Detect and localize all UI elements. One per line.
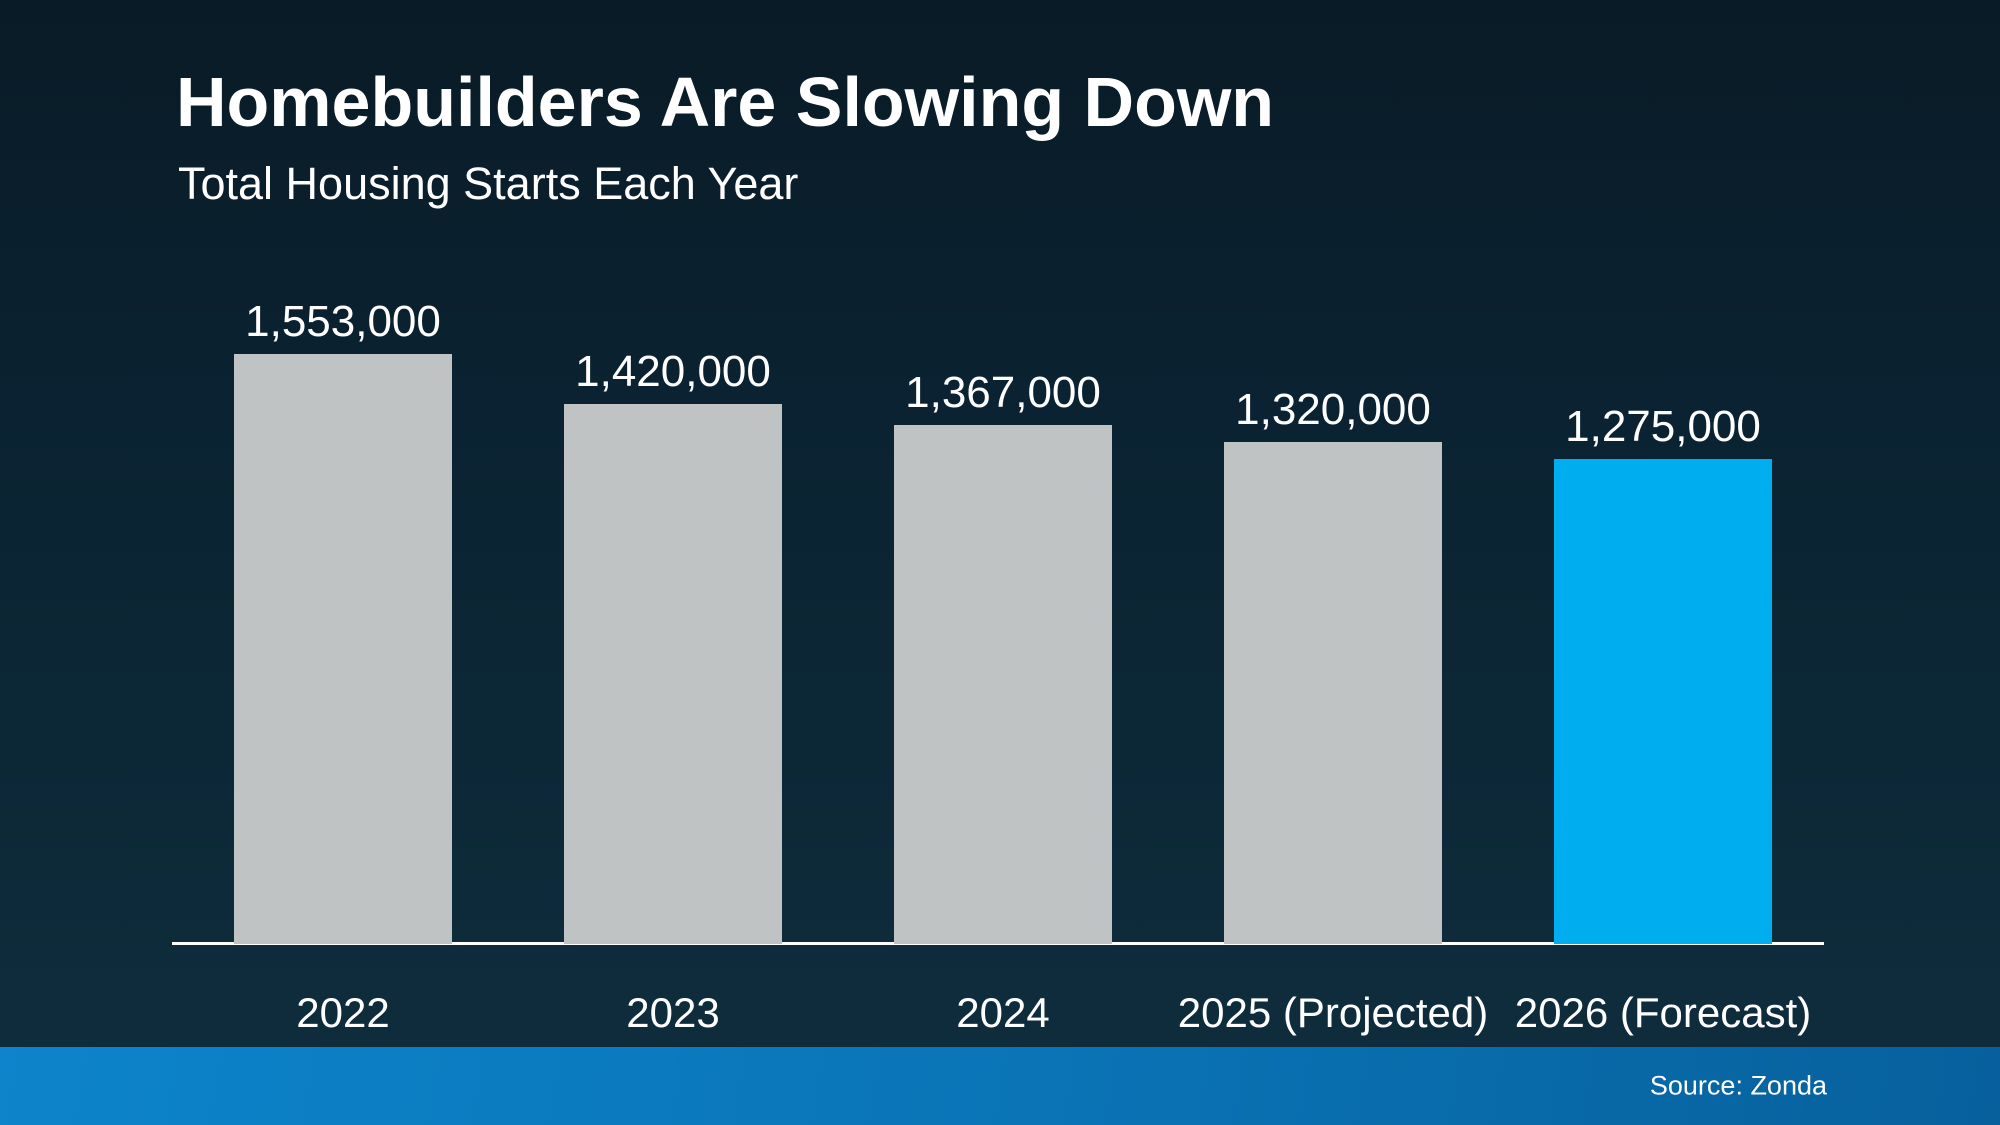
category-label-2022: 2022	[296, 989, 390, 1036]
value-label-2023: 1,420,000	[575, 347, 771, 396]
value-label-2026: 1,275,000	[1565, 402, 1761, 451]
bar-2026	[1554, 459, 1772, 944]
bar-2025	[1224, 442, 1442, 944]
footer-bar: Source: Zonda	[0, 1047, 2000, 1125]
category-label-2024: 2024	[956, 989, 1050, 1036]
bar-2023	[564, 404, 782, 944]
page-title: Homebuilders Are Slowing Down	[176, 63, 1275, 141]
category-label-2026: 2026 (Forecast)	[1514, 989, 1812, 1036]
bar-2022	[234, 354, 452, 944]
category-label-2023: 2023	[626, 989, 720, 1036]
value-label-2022: 1,553,000	[245, 297, 441, 346]
page-subtitle: Total Housing Starts Each Year	[178, 158, 799, 209]
category-label-2025: 2025 (Projected)	[1177, 989, 1489, 1036]
value-label-2024: 1,367,000	[905, 368, 1101, 417]
value-label-2025: 1,320,000	[1235, 385, 1431, 434]
source-credit: Source: Zonda	[1649, 1070, 1827, 1101]
bar-2024	[894, 425, 1112, 944]
